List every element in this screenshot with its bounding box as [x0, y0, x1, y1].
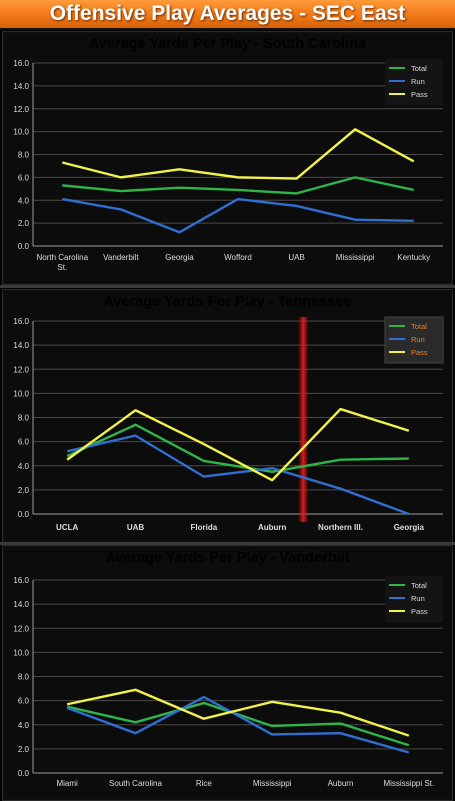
- x-tick-label: UAB: [127, 523, 145, 532]
- y-tick-label: 0.0: [18, 242, 30, 251]
- x-tick-label: Kentucky: [397, 253, 430, 262]
- x-tick-label: Miami: [56, 779, 78, 788]
- x-tick-label: Auburn: [258, 523, 287, 532]
- divider: [0, 285, 455, 288]
- y-tick-label: 10.0: [13, 648, 29, 657]
- legend-label-total: Total: [411, 581, 427, 590]
- series-line-pass: [66, 688, 410, 737]
- y-tick-label: 8.0: [18, 414, 30, 423]
- legend-label-run: Run: [411, 77, 425, 86]
- y-tick-label: 6.0: [18, 438, 30, 447]
- x-tick-label: UCLA: [56, 523, 78, 532]
- y-tick-label: 14.0: [13, 82, 29, 91]
- x-tick-label: UAB: [288, 253, 304, 262]
- y-tick-label: 12.0: [13, 105, 29, 114]
- x-tick-label: St.: [57, 263, 67, 272]
- series-line-pass: [66, 407, 410, 482]
- y-tick-label: 4.0: [18, 196, 30, 205]
- y-tick-label: 12.0: [13, 365, 29, 374]
- x-tick-label: South Carolina: [109, 779, 162, 788]
- divider: [0, 542, 455, 545]
- series-line-run: [62, 197, 414, 234]
- x-tick-label: Mississippi: [336, 253, 375, 262]
- y-tick-label: 10.0: [13, 128, 29, 137]
- y-tick-label: 4.0: [18, 721, 30, 730]
- y-tick-label: 10.0: [13, 389, 29, 398]
- y-tick-label: 14.0: [13, 600, 29, 609]
- x-tick-label: North Carolina: [36, 253, 88, 262]
- line-chart-vanderbilt: 0.0 2.0 4.0 6.0 8.0 10.0 12.0 14.0 16.0 Miami Sout…: [13, 576, 443, 788]
- legend-label-pass: Pass: [411, 90, 428, 99]
- y-tick-label: 8.0: [18, 673, 30, 682]
- legend-label-total: Total: [411, 64, 427, 73]
- chart-title: Average Yards Per Play - Vanderbilt: [105, 550, 350, 566]
- x-tick-label: Wofford: [224, 253, 252, 262]
- chart-title: Average Yards Per Play - Tennessee: [103, 294, 352, 310]
- series-line-run: [66, 434, 410, 516]
- y-tick-label: 6.0: [18, 173, 30, 182]
- y-tick-label: 0.0: [18, 769, 30, 778]
- y-tick-label: 2.0: [18, 745, 30, 754]
- y-tick-label: 14.0: [13, 341, 29, 350]
- y-tick-label: 8.0: [18, 151, 30, 160]
- y-tick-label: 16.0: [13, 576, 29, 585]
- y-tick-label: 6.0: [18, 697, 30, 706]
- divider-marker: [298, 317, 309, 522]
- y-tick-label: 16.0: [13, 317, 29, 326]
- page-title: Offensive Play Averages - SEC East: [0, 0, 455, 30]
- chart-title: Average Yards Per Play - South Carolina: [88, 36, 367, 52]
- series-line-total: [62, 176, 414, 195]
- y-tick-label: 16.0: [13, 59, 29, 68]
- legend-label-run: Run: [411, 594, 425, 603]
- line-chart-tennessee: 0.0 2.0 4.0 6.0 8.0 10.0 12.0 14.0 16.0 UCLA UAB Fl…: [13, 316, 444, 532]
- legend-label-pass: Pass: [411, 348, 428, 357]
- y-tick-label: 12.0: [13, 624, 29, 633]
- x-tick-label: Vanderbilt: [103, 253, 139, 262]
- legend-label-pass: Pass: [411, 607, 428, 616]
- y-tick-label: 4.0: [18, 462, 30, 471]
- y-tick-label: 0.0: [18, 510, 30, 519]
- legend-label-run: Run: [411, 335, 425, 344]
- line-chart-south-carolina: 0.0 2.0 4.0 6.0 8.0 10.0 12.0 14.0 16.0 North Car…: [13, 59, 443, 272]
- series-line-total: [66, 423, 409, 473]
- y-tick-label: 2.0: [18, 486, 30, 495]
- series-line-pass: [61, 128, 415, 180]
- x-tick-label: Rice: [196, 779, 213, 788]
- x-tick-label: Georgia: [165, 253, 194, 262]
- legend-label-total: Total: [411, 322, 427, 331]
- x-tick-label: Georgia: [394, 523, 425, 532]
- chart-panel-tennessee: Average Yards Per Play - Tennessee 0.0 2.…: [2, 289, 453, 543]
- x-tick-label: Mississippi St.: [383, 779, 434, 788]
- chart-panel-vanderbilt: Average Yards Per Play - Vanderbilt 0.0 2…: [2, 545, 453, 801]
- x-tick-label: Northern Ill.: [318, 523, 363, 532]
- x-tick-label: Mississippi: [253, 779, 292, 788]
- series-line-run: [66, 695, 410, 754]
- x-tick-label: Florida: [190, 523, 217, 532]
- chart-panel-south-carolina: Average Yards Per Play - South Carolina …: [2, 31, 453, 285]
- y-tick-label: 2.0: [18, 219, 30, 228]
- x-tick-label: Auburn: [328, 779, 354, 788]
